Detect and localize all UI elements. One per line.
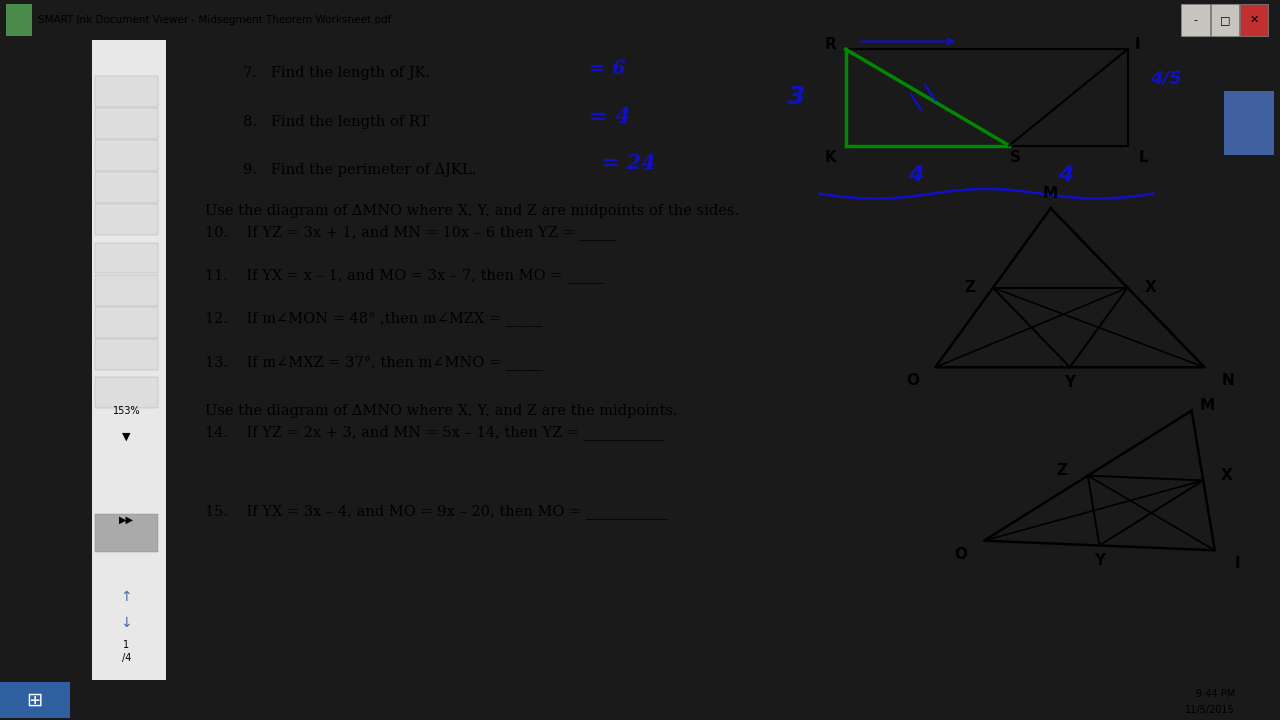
Text: 4: 4 [1057,164,1074,184]
Text: O: O [906,373,919,388]
Bar [95,204,159,235]
Bar [95,76,159,107]
Text: = 4: = 4 [589,106,631,127]
Text: ▼: ▼ [122,432,131,442]
Text: Y: Y [1065,375,1075,390]
Text: Z: Z [1057,463,1068,478]
Text: ↑: ↑ [120,590,132,604]
Text: 10.    If YZ = 3x + 1, and MN = 10x – 6 then YZ = _____: 10. If YZ = 3x + 1, and MN = 10x – 6 the… [205,225,616,240]
Text: -: - [1193,15,1198,24]
Text: Y: Y [1094,554,1105,568]
Bar [92,40,166,680]
Text: = 6: = 6 [589,60,626,78]
Bar [95,108,159,139]
Bar [6,4,32,35]
Text: X: X [1220,468,1233,483]
Bar [1211,4,1239,35]
Text: X: X [1144,280,1157,295]
Bar [95,140,159,171]
Text: I: I [1135,37,1140,52]
Text: 4/5: 4/5 [1151,69,1181,87]
Text: □: □ [1220,15,1230,24]
Bar [95,307,159,338]
Text: 9.   Find the perimeter of ∆JKL.: 9. Find the perimeter of ∆JKL. [243,163,476,176]
Text: 12.    If m∠MON = 48° ,then m∠MZX = _____: 12. If m∠MON = 48° ,then m∠MZX = _____ [205,312,543,326]
Text: Z: Z [964,280,975,295]
Text: M: M [1199,398,1215,413]
Text: = 24: = 24 [602,153,655,173]
Text: Use the diagram of ∆MNO where X, Y, and Z are the midpoints.: Use the diagram of ∆MNO where X, Y, and … [205,404,677,418]
Text: O: O [955,546,968,562]
Text: ↓: ↓ [120,616,132,630]
Text: R: R [824,37,836,52]
Text: 11/5/2015: 11/5/2015 [1185,705,1235,715]
Text: L: L [1138,150,1148,165]
Text: 9:44 PM: 9:44 PM [1196,689,1235,699]
Bar [95,514,159,552]
Text: 13.    If m∠MXZ = 37°, then m∠MNO = _____: 13. If m∠MXZ = 37°, then m∠MNO = _____ [205,355,543,370]
Text: 14.    If YZ = 2x + 3, and MN = 5x – 14, then YZ = ___________: 14. If YZ = 2x + 3, and MN = 5x – 14, th… [205,426,664,440]
Text: ▶▶: ▶▶ [119,516,134,525]
Bar [95,339,159,369]
Text: K: K [824,150,836,165]
Text: 4: 4 [909,164,924,184]
Text: 15.    If YX = 3x – 4, and MO = 9x – 20, then MO = ___________: 15. If YX = 3x – 4, and MO = 9x – 20, th… [205,504,667,519]
Text: 8.   Find the length of RT: 8. Find the length of RT [243,114,430,128]
Bar [95,243,159,274]
Text: N: N [1221,373,1234,388]
Bar [95,377,159,408]
Text: ⊞: ⊞ [27,690,42,710]
Bar [95,275,159,305]
Text: 11.    If YX = x – 1, and MO = 3x – 7, then MO = _____: 11. If YX = x – 1, and MO = 3x – 7, then… [205,269,604,283]
Text: I: I [1235,557,1240,571]
Bar [1224,91,1274,155]
Text: M: M [1043,186,1059,202]
Bar [1181,4,1210,35]
Text: 153%: 153% [113,406,141,416]
Text: SMART Ink Document Viewer - Midsegment Theorem Worksheet.pdf: SMART Ink Document Viewer - Midsegment T… [38,15,392,24]
Text: /4: /4 [122,653,131,663]
Text: 7.   Find the length of JK.: 7. Find the length of JK. [243,66,430,81]
Text: 1: 1 [123,640,129,650]
Text: ✕: ✕ [1249,15,1260,24]
Text: Use the diagram of ∆MNO where X, Y, and Z are midpoints of the sides.: Use the diagram of ∆MNO where X, Y, and … [205,204,739,218]
Text: 3: 3 [788,86,805,109]
Text: S: S [1010,150,1021,165]
Bar [95,172,159,203]
Bar [0,683,70,718]
Bar [1240,4,1268,35]
